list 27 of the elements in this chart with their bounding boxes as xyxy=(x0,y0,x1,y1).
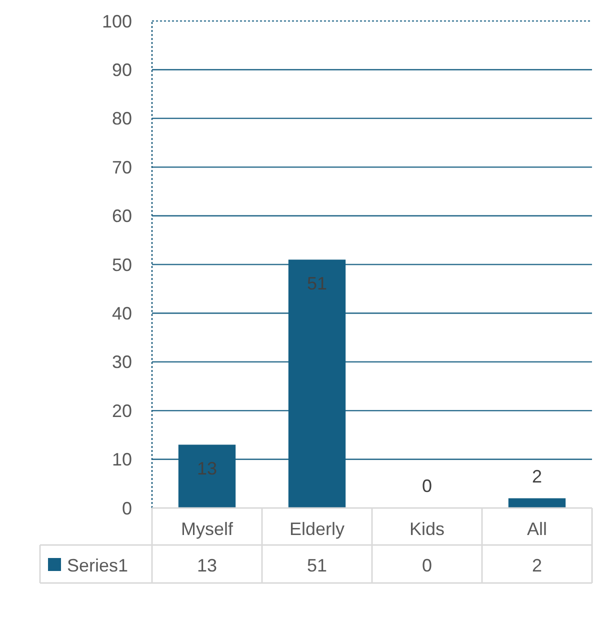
data-label: 13 xyxy=(196,458,218,479)
y-tick-label: 40 xyxy=(112,304,132,324)
y-tick-label: 30 xyxy=(112,352,132,372)
x-tick-label: Myself xyxy=(180,518,234,539)
text: 0 xyxy=(422,555,432,576)
y-tick-label: 90 xyxy=(112,60,132,80)
bar xyxy=(288,260,346,508)
data-label: 0 xyxy=(422,476,432,496)
y-tick-label: 20 xyxy=(112,400,132,421)
data-label: 51 xyxy=(306,274,328,294)
y-tick-label: 100 xyxy=(102,11,132,32)
bar xyxy=(178,444,236,508)
y-tick-label: 10 xyxy=(112,450,132,470)
x-tick-label: All xyxy=(526,518,548,539)
y-tick-label: 50 xyxy=(112,254,132,275)
y-tick-label: 80 xyxy=(112,108,132,129)
x-tick-label: Kids xyxy=(409,518,445,539)
y-tick-label: 0 xyxy=(122,498,132,518)
y-tick-label: 60 xyxy=(112,206,132,226)
text: 2 xyxy=(532,555,542,576)
data-label: 2 xyxy=(532,466,542,486)
legend-label: Series1 xyxy=(67,555,128,576)
x-tick-label: Elderly xyxy=(289,518,345,539)
text: 13 xyxy=(196,555,218,576)
bar xyxy=(508,498,566,508)
text: 51 xyxy=(306,555,328,576)
y-tick-label: 70 xyxy=(112,157,132,178)
